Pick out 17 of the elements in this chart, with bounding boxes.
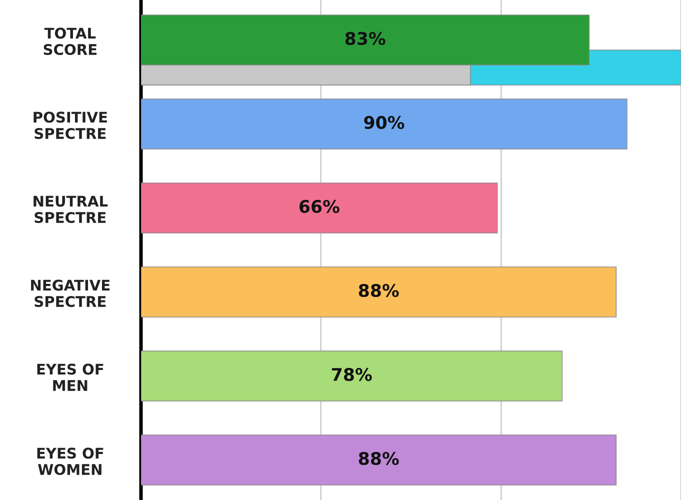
y-tick-label: EYES OF WOMEN <box>37 448 104 476</box>
bar <box>141 98 628 150</box>
data-label: 66% <box>300 200 340 214</box>
y-tick-label: NEUTRAL SPECTRE <box>34 196 108 224</box>
data-label: 90% <box>364 116 404 130</box>
y-tick-label: NEGATIVE SPECTRE <box>31 280 110 308</box>
y-tick-label: EYES OF MEN <box>37 364 104 391</box>
bar <box>141 350 563 402</box>
bar <box>141 182 498 234</box>
data-label: 88% <box>358 452 399 466</box>
data-label: 78% <box>332 368 372 382</box>
y-tick-label: POSITIVE SPECTRE <box>34 112 107 140</box>
data-label: 83% <box>345 32 386 46</box>
bar <box>141 434 617 486</box>
data-label: 88% <box>358 284 399 298</box>
y-tick-label: TOTAL SCORE <box>44 28 96 56</box>
bar <box>141 266 617 318</box>
